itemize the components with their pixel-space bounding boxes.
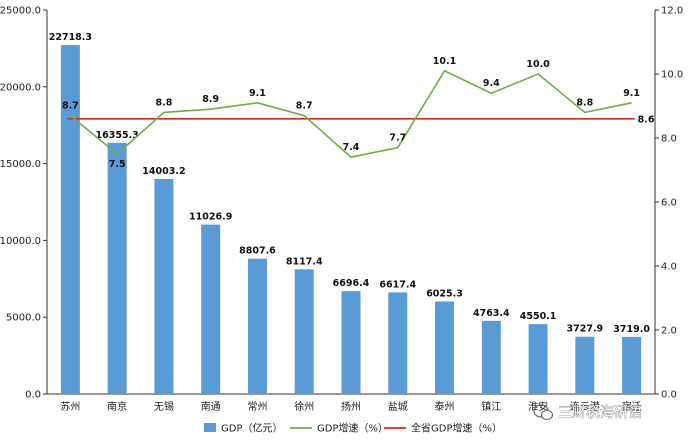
category-label: 徐州 (294, 400, 314, 413)
gdp-bar-label: 3727.9 (567, 324, 604, 335)
wechat-icon-bubble (540, 409, 554, 421)
gdp-bar-label: 11026.9 (189, 212, 232, 223)
gdp-bar-label: 3719.0 (613, 324, 650, 335)
gdp-growth-label: 10.0 (526, 59, 550, 70)
gdp-growth-label: 8.7 (62, 101, 79, 112)
category-label: 南通 (201, 400, 221, 413)
category-label: 苏州 (60, 400, 80, 413)
category-label: 常州 (247, 400, 267, 413)
gdp-bar (60, 45, 80, 395)
gdp-bar-label: 14003.2 (142, 166, 185, 177)
gdp-growth-label: 9.1 (249, 88, 266, 99)
gdp-growth-label: 8.8 (576, 97, 593, 108)
left-tick-label: 5000.0 (6, 313, 41, 324)
legend-label-gdp: GDP（亿元） (221, 422, 282, 435)
right-tick-label: 10.0 (661, 70, 683, 81)
gdp-bar-label: 6617.4 (379, 279, 416, 290)
gdp-bar (575, 336, 595, 394)
gdp-bar (247, 258, 267, 394)
category-label: 镇江 (481, 400, 501, 413)
category-label: 宿迁 (622, 400, 642, 413)
left-tick-label: 25000.0 (0, 6, 41, 17)
gdp-growth-labels: 8.7 7.5 8.8 8.9 9.1 8.7 7.4 7.7 10.1 9.4 10.0 8.8 9.… (62, 56, 640, 170)
category-label: 扬州 (341, 400, 361, 413)
right-tick-label: 0.0 (661, 390, 677, 401)
gdp-growth-label: 9.4 (483, 78, 500, 89)
category-label: 无锡 (154, 400, 174, 413)
gdp-bar (388, 292, 408, 394)
category-label: 南京 (107, 400, 127, 413)
gdp-growth-label: 9.1 (623, 88, 640, 99)
gdp-bar (341, 291, 361, 394)
gdp-bar-label: 4763.4 (473, 308, 510, 319)
gdp-bar (481, 320, 501, 394)
legend-label-growth: GDP增速（%） (317, 422, 388, 435)
gdp-growth-label: 7.7 (389, 133, 406, 144)
gdp-bar-labels: 22718.3 16355.3 14003.2 11026.9 8807.6 8117.4… (49, 32, 651, 335)
category-label: 连云港 (570, 400, 600, 413)
left-axis: 0.0 5000.0 10000.0 15000.0 20000.0 25000.0 (0, 6, 47, 401)
category-label: 泰州 (435, 400, 455, 413)
gdp-bar-label: 8807.6 (239, 246, 276, 257)
left-tick-label: 20000.0 (0, 82, 41, 93)
left-tick-label: 15000.0 (0, 159, 41, 170)
gdp-bar-label: 6696.4 (333, 278, 370, 289)
legend: GDP（亿元） GDP增速（%） 全省GDP增速（%） (204, 422, 502, 435)
right-tick-label: 6.0 (661, 198, 677, 209)
right-axis: 0.0 2.0 4.0 6.0 8.0 10.0 12.0 (655, 6, 683, 401)
right-tick-label: 2.0 (661, 326, 677, 337)
gdp-bar (154, 178, 174, 394)
right-tick-label: 4.0 (661, 262, 677, 273)
gdp-growth-label: 7.4 (343, 142, 360, 153)
province-growth-label: 8.6 (638, 114, 655, 125)
category-label: 盐城 (388, 400, 408, 413)
watermark: 三财税海研语 (533, 404, 642, 421)
gdp-growth-label: 8.7 (296, 101, 313, 112)
gdp-growth-line (69, 69, 632, 159)
right-tick-label: 8.0 (661, 134, 677, 145)
gdp-bar-label: 4550.1 (520, 311, 557, 322)
left-tick-label: 10000.0 (0, 236, 41, 247)
gdp-bars (60, 45, 642, 395)
gdp-growth-label: 8.8 (156, 97, 173, 108)
gdp-bar (201, 224, 221, 394)
gdp-bar-label: 6025.3 (426, 288, 463, 299)
gdp-growth-line-path (69, 69, 632, 159)
x-axis-categories: 苏州 南京 无锡 南通 常州 徐州 扬州 盐城 泰州 镇江 淮安 连云港 宿迁 (60, 400, 641, 413)
gdp-bar (435, 301, 455, 394)
legend-swatch-gdp (204, 423, 216, 432)
gdp-growth-label: 10.1 (433, 56, 456, 67)
gdp-bar (622, 336, 642, 394)
gdp-bar-label: 8117.4 (286, 256, 323, 267)
gdp-bar (294, 269, 314, 394)
gdp-bar (528, 324, 548, 394)
gdp-bar-label: 22718.3 (49, 32, 92, 43)
left-tick-label: 0.0 (25, 390, 41, 401)
watermark-text: 三财税海研语 (558, 405, 642, 421)
category-label: 淮安 (528, 400, 548, 413)
province-growth-line: 8.6 (67, 114, 655, 125)
gdp-growth-label: 7.5 (109, 159, 126, 170)
gdp-bar-label: 16355.3 (96, 130, 139, 141)
right-tick-label: 12.0 (661, 6, 683, 17)
gdp-growth-label: 8.9 (202, 94, 219, 105)
gdp-bar (107, 142, 127, 394)
legend-label-province: 全省GDP增速（%） (411, 422, 502, 435)
